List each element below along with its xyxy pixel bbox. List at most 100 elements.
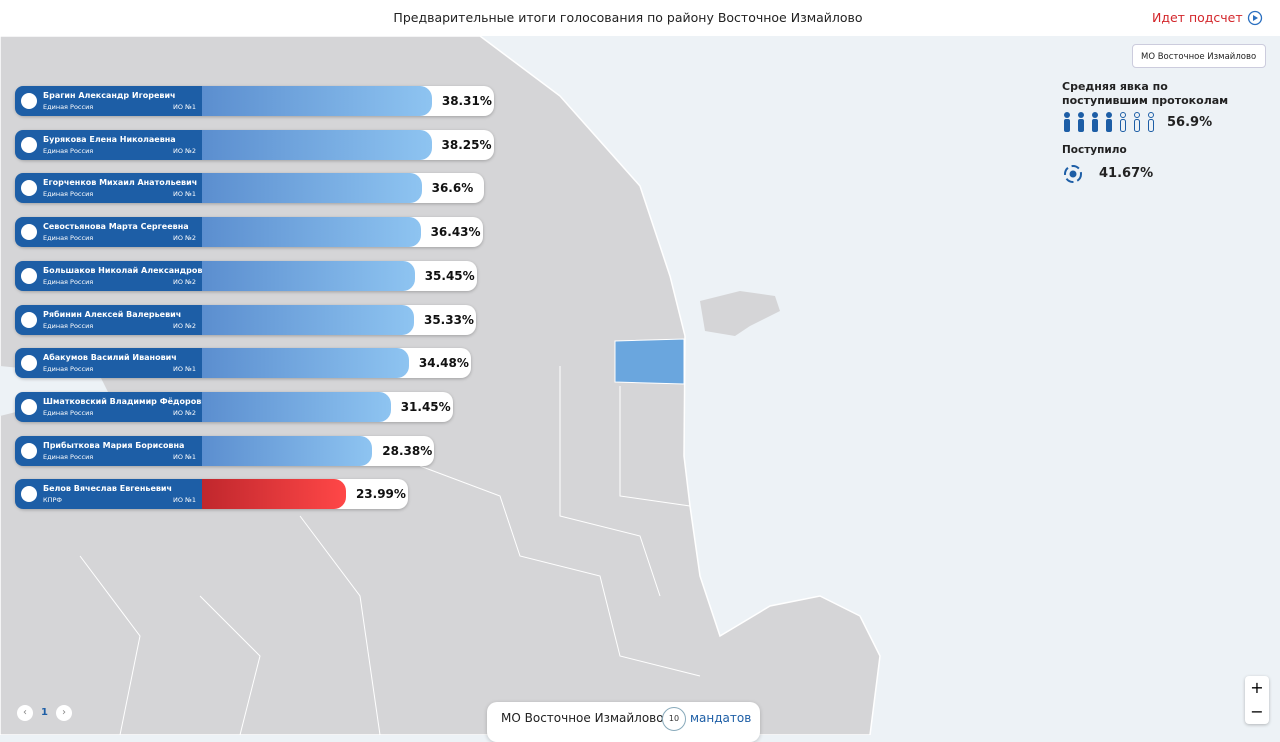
candidate-row: Егорченков Михаил Анатольевич Единая Росс…	[15, 173, 484, 204]
district-name: ИО №2	[173, 146, 196, 155]
candidate-row: Рябинин Алексей Валерьевич Единая Россия И…	[15, 304, 476, 335]
result-bar	[202, 217, 421, 248]
party-logo	[21, 398, 37, 415]
party-name: Единая Россия	[43, 234, 94, 243]
party-name: Единая Россия	[43, 146, 94, 155]
result-bar	[202, 86, 432, 116]
party-logo	[21, 442, 37, 459]
candidate-row: Белов Вячеслав Евгеньевич КПРФ ИО №1 23.99%	[15, 479, 408, 510]
result-label: 38.25%	[441, 137, 492, 152]
result-label: 23.99%	[355, 487, 406, 502]
result-label: 35.45%	[424, 268, 475, 283]
seats-count: 10	[662, 707, 686, 731]
party-name: Единая Россия	[43, 321, 94, 330]
district-name: ИО №1	[173, 103, 196, 111]
candidate-info: Севостьянова Марта Сергеевна Единая Росси…	[15, 217, 202, 248]
header: Предварительные итоги голосования по рай…	[0, 0, 1280, 36]
result-label: 35.33%	[423, 312, 474, 327]
candidate-info: Прибыткова Мария Борисовна Единая Россия И…	[15, 435, 202, 466]
result-bar	[202, 260, 415, 291]
party-logo	[21, 486, 37, 503]
dropdown-arrow: ⌄	[1249, 52, 1257, 62]
turnout-icons	[1064, 112, 1154, 132]
candidate-name: Большаков Николай Александрович	[43, 265, 214, 275]
district-name: ИО №2	[173, 408, 196, 417]
party-name: Единая Россия	[43, 408, 94, 417]
map-area	[700, 291, 780, 336]
candidate-name: Белов Вячеслав Евгеньевич	[43, 484, 173, 494]
turnout-value: 56.9%	[1167, 115, 1213, 130]
district-name: ИО №1	[173, 496, 196, 505]
received-value: 41.67%	[1099, 166, 1154, 181]
candidate-row: Большаков Николай Александрович Единая Ро…	[15, 260, 477, 291]
party-logo	[21, 224, 37, 241]
footer-district: МО Восточное Измайлово	[501, 711, 664, 725]
district-select[interactable]: МО Восточное Измайлово ⌄	[1132, 44, 1266, 68]
party-logo	[21, 267, 37, 284]
party-name: Единая Россия	[43, 103, 94, 111]
result-bar	[202, 173, 422, 204]
candidate-name: Егорченков Михаил Анатольевич	[43, 178, 198, 188]
map	[0, 36, 881, 735]
prev-page[interactable]: ‹	[17, 705, 33, 721]
party-name: Единая Россия	[43, 190, 94, 199]
district-select-text: МО Восточное Измайлово	[1141, 52, 1257, 62]
candidate-name: Абакумов Василий Иванович	[43, 353, 177, 363]
result-label: 28.38%	[382, 443, 433, 458]
candidate-name: Прибыткова Мария Борисовна	[43, 440, 185, 450]
party-logo	[21, 355, 37, 372]
district-name: ИО №2	[173, 321, 196, 330]
candidate-info: Брагин Александр Игоревич Единая Россия ИО…	[15, 86, 202, 116]
candidate-name: Бурякова Елена Николаевна	[43, 134, 176, 144]
candidate-info: Большаков Николай Александрович Единая Ро…	[15, 260, 213, 291]
candidate-name: Шматковский Владимир Фёдорович	[43, 396, 213, 406]
candidate-info: Егорченков Михаил Анатольевич Единая Росс…	[15, 173, 202, 204]
candidate-row: Бурякова Елена Николаевна Единая Россия ИО…	[15, 129, 494, 160]
candidate-info: Бурякова Елена Николаевна Единая Россия ИО…	[15, 129, 202, 160]
result-label: 34.48%	[418, 356, 469, 371]
footer-panel: МО Восточное Измайлово 10 мандатов	[487, 702, 760, 742]
result-bar	[202, 479, 346, 510]
party-name: Единая Россия	[43, 452, 94, 461]
candidate-row: Абакумов Василий Иванович Единая Россия ИО…	[15, 348, 471, 379]
play-button[interactable]	[1247, 10, 1263, 26]
result-bar	[202, 348, 409, 379]
turnout-label: Средняя явка по поступившим протоколам	[1062, 80, 1229, 107]
party-logo	[21, 180, 37, 197]
result-bar	[202, 304, 414, 335]
status: Идет подсчет	[1152, 10, 1243, 25]
candidate-name: Севостьянова Марта Сергеевна	[43, 222, 189, 232]
result-bar	[202, 129, 432, 160]
result-label: 31.45%	[400, 399, 451, 414]
selected-district[interactable]	[614, 338, 685, 385]
next-page[interactable]: ›	[56, 705, 72, 721]
party-name: Единая Россия	[43, 277, 94, 286]
candidate-row: Брагин Александр Игоревич Единая Россия ИО…	[15, 86, 494, 116]
zoom-out[interactable]: −	[1250, 702, 1264, 721]
result-label: 36.43%	[430, 225, 481, 240]
page-number[interactable]: 1	[41, 707, 48, 718]
result-bar	[202, 391, 391, 422]
candidate-name: Рябинин Алексей Валерьевич	[43, 309, 182, 319]
result-label: 38.31%	[441, 94, 492, 108]
candidate-row: Прибыткова Мария Борисовна Единая Россия И…	[15, 435, 435, 466]
zoom-in[interactable]: +	[1250, 678, 1264, 697]
candidate-row: Севостьянова Марта Сергеевна Единая Росси…	[15, 217, 483, 248]
header-title: Предварительные итоги голосования по рай…	[393, 10, 863, 25]
map-area	[0, 36, 881, 735]
candidate-info: Белов Вячеслав Евгеньевич КПРФ ИО №1	[15, 479, 202, 510]
district-name: ИО №1	[173, 190, 196, 199]
party-logo	[21, 311, 37, 328]
seats-label: мандатов	[690, 711, 752, 725]
party-logo	[21, 136, 37, 153]
district-name: ИО №2	[173, 234, 196, 243]
district-name: ИО №1	[173, 365, 196, 374]
candidate-info: Шматковский Владимир Фёдорович Единая Рос…	[15, 391, 212, 422]
result-label: 36.6%	[431, 181, 474, 196]
received-label: Поступило	[1062, 144, 1127, 156]
candidate-row: Шматковский Владимир Фёдорович Единая Рос…	[15, 391, 453, 422]
candidate-info: Рябинин Алексей Валерьевич Единая Россия И…	[15, 304, 202, 335]
candidate-name: Брагин Александр Игоревич	[43, 91, 176, 100]
result-bar	[202, 435, 373, 466]
